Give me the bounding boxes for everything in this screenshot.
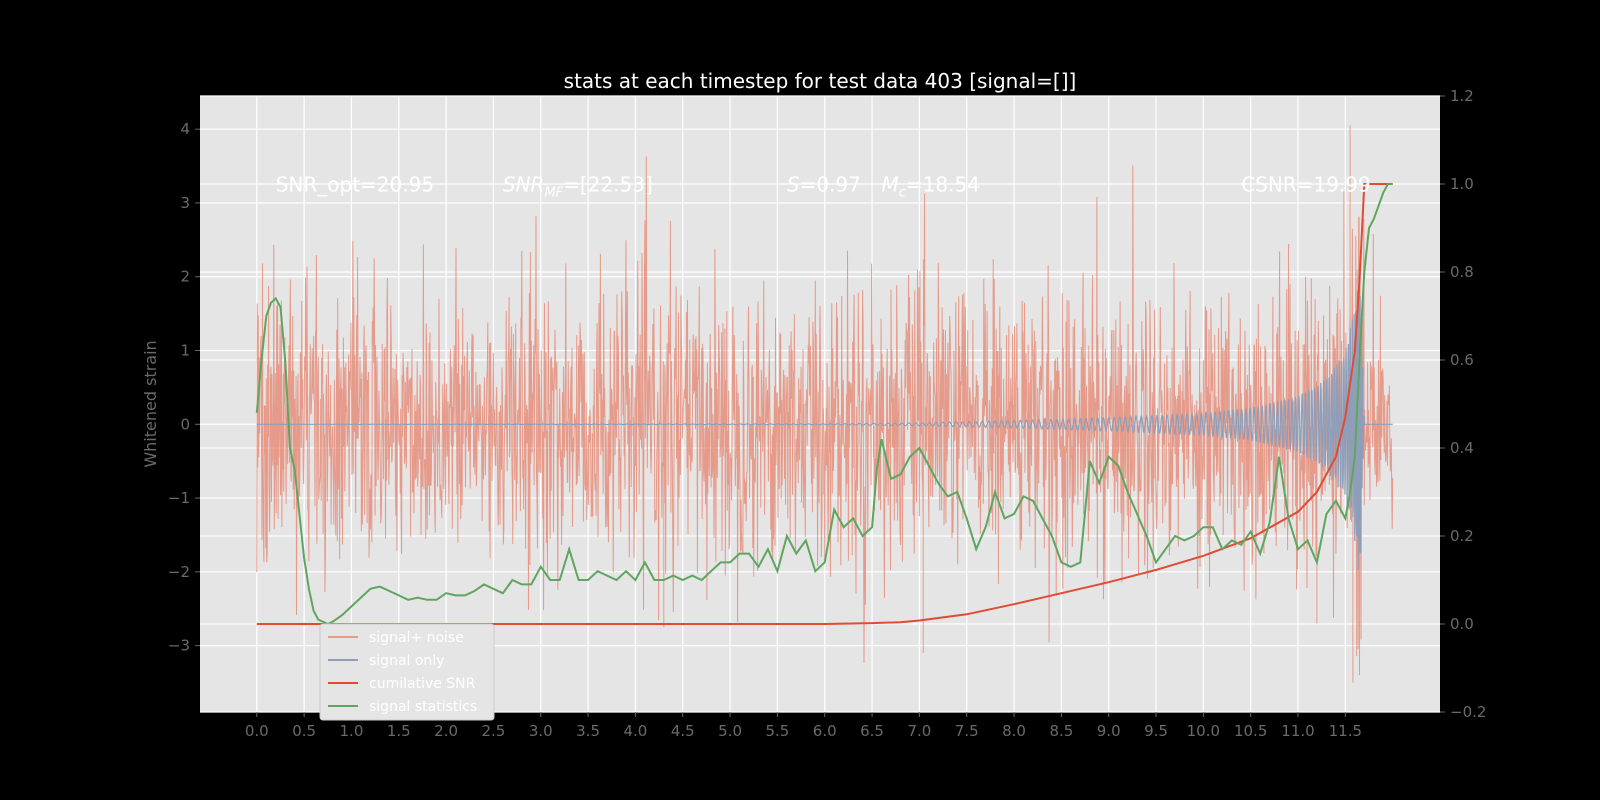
- x-tick-label: 5.0: [718, 722, 742, 740]
- x-tick-label: 2.0: [434, 722, 458, 740]
- line-series: [255, 183, 1393, 626]
- y2-tick-label: 0.6: [1450, 351, 1474, 369]
- x-tick-label: 11.5: [1329, 722, 1362, 740]
- y-tick-label: 3: [180, 194, 190, 212]
- x-tick-label: 9.5: [1144, 722, 1168, 740]
- x-tick-label: 4.5: [671, 722, 695, 740]
- x-tick-label: 11.0: [1281, 722, 1314, 740]
- annotation: Mc=18.54: [882, 173, 980, 201]
- x-tick-label: 7.5: [955, 722, 979, 740]
- annotation: S=0.97: [787, 173, 861, 197]
- legend-label: signal statistics: [369, 699, 477, 715]
- x-tick-label: 3.5: [576, 722, 600, 740]
- annotation: CSNR=19.99: [1241, 173, 1371, 197]
- y2-tick-label: 0.2: [1450, 527, 1474, 545]
- y-axis-label: Whitened strain: [141, 340, 160, 467]
- x-tick-label: 0.0: [245, 722, 269, 740]
- x-tick-label: 5.5: [765, 722, 789, 740]
- x-tick-label: 9.0: [1097, 722, 1121, 740]
- annotation: SNR_opt=20.95: [276, 173, 434, 197]
- signal-only-series: [256, 274, 1393, 571]
- annotations: SNR_opt=20.95 SNRMF=[22.53] S=0.97 Mc=18.54…: [276, 173, 1371, 201]
- x-tick-label: 7.0: [907, 722, 931, 740]
- y-tick-label: −3: [168, 637, 190, 655]
- legend-label: signal+ noise: [369, 630, 464, 646]
- y2-tick-label: 0.0: [1450, 615, 1474, 633]
- x-tick-label: 6.5: [860, 722, 884, 740]
- x-tick-label: 4.0: [623, 722, 647, 740]
- y-tick-label: 4: [180, 120, 190, 138]
- y-tick-label: −1: [168, 489, 190, 507]
- legend: signal+ noise signal only cumilative SNR si…: [319, 623, 495, 721]
- y-tick-label: 2: [180, 268, 190, 286]
- y2-tick-label: −0.2: [1450, 703, 1486, 721]
- legend-label: cumilative SNR: [369, 676, 476, 692]
- x-tick-label: 8.0: [1002, 722, 1026, 740]
- signal-only-line: [256, 274, 1393, 571]
- annotation: SNRMF=[22.53]: [503, 173, 653, 201]
- y2-tick-label: 0.8: [1450, 263, 1474, 281]
- y-tick-label: 0: [180, 415, 190, 433]
- x-tick-label: 1.5: [387, 722, 411, 740]
- x-tick-label: 1.0: [340, 722, 364, 740]
- x-tick-label: 8.5: [1049, 722, 1073, 740]
- legend-box: [319, 623, 495, 721]
- y2-tick-label: 0.4: [1450, 439, 1474, 457]
- y2-tick-label: 1.2: [1450, 87, 1474, 105]
- x-tick-label: 3.0: [529, 722, 553, 740]
- y-tick-label: 1: [180, 342, 190, 360]
- axes: 0.0 0.5 1.0 1.5 2.0 2.5 3.0 3.5 4.0 4.5 5.0 5.5 6.0 6…: [168, 87, 1487, 740]
- x-tick-label: 2.5: [482, 722, 506, 740]
- x-tick-label: 10.5: [1234, 722, 1267, 740]
- x-tick-label: 0.5: [292, 722, 316, 740]
- y-tick-label: −2: [168, 563, 190, 581]
- x-tick-label: 10.0: [1187, 722, 1220, 740]
- y2-tick-label: 1.0: [1450, 175, 1474, 193]
- chart-title: stats at each timestep for test data 403…: [564, 69, 1077, 93]
- cumulative-snr-line: [256, 183, 1393, 625]
- signal-statistics-line: [255, 183, 1393, 626]
- legend-label: signal only: [369, 653, 444, 669]
- x-tick-label: 6.0: [813, 722, 837, 740]
